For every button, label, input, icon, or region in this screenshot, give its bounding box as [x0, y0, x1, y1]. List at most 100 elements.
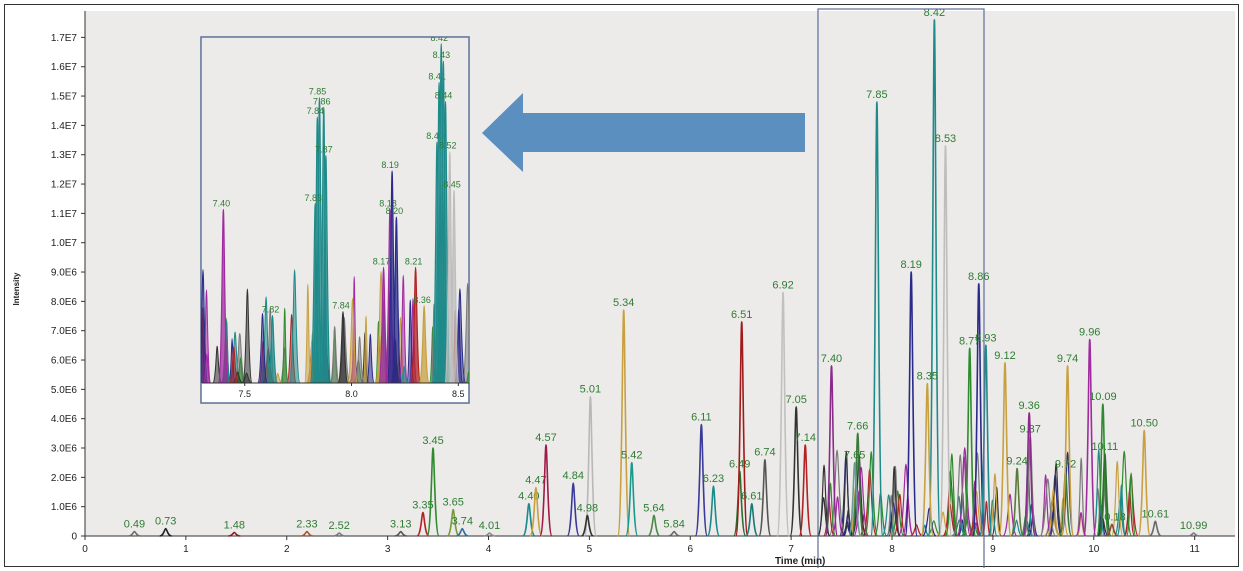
- peak-label: 4.84: [563, 470, 584, 482]
- peak-label: 8.53: [935, 133, 956, 145]
- x-tick-label: 6: [687, 544, 693, 555]
- x-tick-label: 9: [990, 544, 996, 555]
- peak-label: 4.01: [479, 520, 500, 532]
- inset-peak-label: 8.52: [439, 141, 457, 151]
- inset-peak-label: 7.85: [309, 87, 327, 97]
- peak-label: 7.65: [844, 450, 865, 462]
- y-tick-label: 2.0E6: [51, 473, 78, 484]
- inset-peak-label: 8.44: [435, 91, 453, 101]
- peak-label: 3.45: [422, 435, 443, 447]
- peak-label: 8.86: [968, 271, 989, 283]
- x-tick-label: 8: [889, 544, 895, 555]
- inset-peak-label: 7.83: [304, 193, 322, 203]
- y-tick-label: 7.0E6: [51, 326, 78, 337]
- peak-label: 2.52: [328, 520, 349, 532]
- inset-peak-label: 8.36: [413, 295, 431, 305]
- chromatogram-figure: 0 1 2 3 4 5 6 7 8 9 10 11 0 1.0E6 2.0E6 3.0E6 4.0E6 5.0E6…: [4, 4, 1239, 567]
- x-tick-label: 1: [183, 544, 189, 555]
- peak-label: 6.51: [731, 309, 752, 321]
- y-tick-label: 1.0E6: [51, 502, 78, 513]
- peak-label: 9.12: [994, 350, 1015, 362]
- peak-label: 4.47: [525, 475, 546, 487]
- inset-x-tick-label: 7.5: [238, 389, 251, 399]
- y-tick-label: 1.5E7: [51, 92, 78, 103]
- peak-label: 5.42: [621, 450, 642, 462]
- peak-label: 8.35: [917, 370, 938, 382]
- inset-peak-label: 8.43: [433, 50, 451, 60]
- inset-body: 7.40 7.82 7.84 7.857.86 7.87 7.83 7.84 8.18 8.19…: [198, 33, 473, 399]
- peak-label: 0.73: [155, 516, 176, 528]
- x-tick-label: 11: [1189, 544, 1200, 555]
- inset-peak-label: 7.40: [213, 199, 231, 209]
- y-tick-label: 1.0E7: [51, 238, 78, 249]
- peak-label: 5.64: [643, 502, 664, 514]
- y-tick-label: 1.2E7: [51, 180, 78, 191]
- y-tick-label: 1.4E7: [51, 121, 78, 132]
- x-tick-label: 7: [788, 544, 794, 555]
- inset-peak-label: 7.82: [262, 305, 280, 315]
- peak-label: 5.34: [613, 297, 634, 309]
- peak-label: 6.11: [691, 412, 712, 424]
- peak-label: 10.18: [1098, 511, 1126, 523]
- inset-peak-label: 8.19: [381, 160, 399, 170]
- peak-label: 8.93: [975, 332, 996, 344]
- inset-x-tick-label: 8.5: [452, 389, 465, 399]
- peak-label: 6.92: [772, 280, 793, 292]
- peak-label: 7.85: [866, 89, 887, 101]
- y-tick-label: 8.0E6: [51, 297, 78, 308]
- peak-label: 5.01: [580, 384, 601, 396]
- peak-label: 7.05: [785, 394, 806, 406]
- inset-peak-label: 8.21: [405, 256, 423, 266]
- peak-label: 6.23: [703, 473, 724, 485]
- chromatogram-chart: 0 1 2 3 4 5 6 7 8 9 10 11 0 1.0E6 2.0E6 3.0E6 4.0E6 5.0E6…: [5, 5, 1240, 568]
- peak-label: 9.96: [1079, 326, 1100, 338]
- peak-label: 3.13: [390, 519, 411, 531]
- y-tick-label: 1.7E7: [51, 33, 78, 44]
- peak-label: 2.33: [296, 519, 317, 531]
- inset-plot: 7.40 7.82 7.84 7.857.86 7.87 7.83 7.84 8.18 8.19…: [198, 33, 473, 403]
- x-tick-label: 10: [1088, 544, 1100, 555]
- y-tick-label: 1.6E7: [51, 62, 78, 73]
- y-tick-label: 0: [71, 532, 77, 543]
- y-tick-label: 5.0E6: [51, 385, 78, 396]
- peak-label: 4.98: [577, 502, 598, 514]
- x-tick-label: 3: [385, 544, 391, 555]
- inset-peak-label: 7.84: [332, 301, 350, 311]
- peak-label: 6.61: [741, 491, 762, 503]
- peak-label: 9.74: [1057, 353, 1078, 365]
- peak-label: 7.40: [821, 353, 842, 365]
- peak-label: 1.48: [224, 519, 245, 531]
- peak-label: 10.99: [1180, 520, 1208, 532]
- peak-label: 10.09: [1089, 391, 1117, 403]
- y-axis-title: Intensity: [12, 272, 21, 305]
- peak-label: 9.36: [1018, 400, 1039, 412]
- peak-label: 0.49: [124, 519, 145, 531]
- x-tick-label: 2: [284, 544, 290, 555]
- peak-label: 10.11: [1092, 441, 1119, 453]
- peak-label: 4.57: [535, 432, 556, 444]
- x-tick-label: 4: [486, 544, 492, 555]
- inset-x-tick-label: 8.0: [345, 389, 358, 399]
- inset-peak-label: 8.20: [386, 206, 404, 216]
- peak-label: 3.65: [442, 497, 463, 509]
- inset-peak-label: 8.45: [443, 179, 461, 189]
- peak-label: 7.14: [795, 432, 816, 444]
- x-axis-title: Time (min): [775, 556, 825, 567]
- peak-label: 10.61: [1142, 508, 1170, 520]
- x-tick-label: 0: [82, 544, 88, 555]
- x-tick-label: 5: [587, 544, 593, 555]
- y-tick-label: 1.3E7: [51, 150, 78, 161]
- peak-label: 3.74: [452, 516, 473, 528]
- y-tick-label: 6.0E6: [51, 356, 78, 367]
- inset-peak-label: 7.84: [307, 106, 325, 116]
- peak-label: 5.84: [663, 519, 684, 531]
- peak-label: 6.74: [754, 447, 775, 459]
- y-tick-label: 1.1E7: [51, 209, 78, 220]
- peak-label: 7.66: [847, 420, 868, 432]
- peak-label: 9.24: [1006, 456, 1027, 468]
- y-tick-label: 4.0E6: [51, 414, 78, 425]
- y-tick-label: 3.0E6: [51, 444, 78, 455]
- peak-label: 8.19: [900, 259, 921, 271]
- inset-peak-label: 7.86: [313, 96, 331, 106]
- y-tick-label: 9.0E6: [51, 268, 78, 279]
